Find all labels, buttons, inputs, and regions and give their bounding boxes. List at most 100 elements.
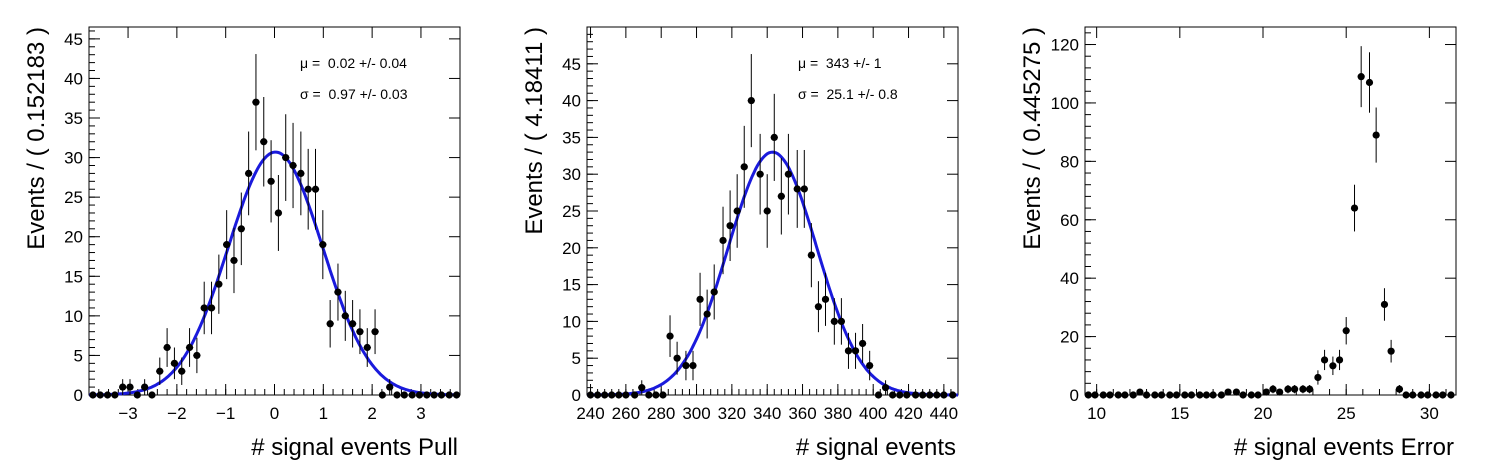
- y-tick-label: 35: [64, 109, 83, 128]
- data-marker: [89, 391, 97, 399]
- data-marker: [200, 304, 208, 312]
- x-axis-title: # signal events Error: [1234, 434, 1454, 461]
- x-tick-label: 10: [1087, 404, 1106, 423]
- data-marker: [949, 391, 957, 399]
- data-point: [415, 391, 424, 399]
- x-tick-label: 440: [930, 404, 958, 423]
- data-marker: [1239, 391, 1247, 399]
- data-point: [430, 391, 438, 399]
- data-point: [163, 328, 171, 367]
- data-point: [282, 114, 290, 201]
- data-point: [881, 380, 890, 395]
- data-point: [1329, 356, 1337, 376]
- data-marker: [793, 185, 801, 193]
- data-point: [386, 379, 394, 395]
- data-marker: [1439, 391, 1447, 399]
- data-marker: [1365, 78, 1374, 87]
- data-marker: [282, 153, 290, 162]
- data-point: [289, 122, 297, 209]
- data-marker: [178, 367, 186, 375]
- data-marker: [903, 391, 911, 399]
- y-tick-label: 5: [74, 346, 83, 365]
- y-tick-label: 80: [1060, 152, 1079, 171]
- data-point: [859, 324, 867, 363]
- data-marker: [807, 251, 815, 259]
- data-point: [1099, 391, 1107, 399]
- data-marker: [859, 339, 867, 348]
- data-marker: [726, 222, 734, 230]
- data-marker: [334, 288, 342, 296]
- data-marker: [1209, 391, 1217, 399]
- data-point: [689, 350, 697, 381]
- data-marker: [1291, 385, 1299, 393]
- data-point: [903, 391, 911, 399]
- data-marker: [1091, 391, 1099, 399]
- data-marker: [896, 391, 904, 399]
- data-marker: [1166, 391, 1174, 399]
- data-point: [770, 93, 778, 181]
- data-point: [793, 149, 801, 228]
- data-marker: [763, 207, 771, 215]
- data-marker: [437, 391, 446, 399]
- data-point: [673, 341, 681, 375]
- data-point: [400, 391, 409, 399]
- data-marker: [1254, 391, 1262, 399]
- data-point: [638, 380, 646, 395]
- data-point: [267, 140, 275, 223]
- y-tick-label: 45: [562, 55, 581, 74]
- data-marker: [821, 295, 830, 303]
- data-marker: [659, 391, 667, 399]
- data-point: [726, 190, 734, 262]
- data-marker: [452, 391, 461, 399]
- x-tick-label: 15: [1170, 404, 1189, 423]
- data-marker: [163, 343, 171, 352]
- data-marker: [193, 351, 201, 360]
- x-tick-label: 1: [319, 404, 328, 423]
- data-point: [96, 391, 104, 399]
- y-tick-label: 60: [1060, 211, 1079, 230]
- data-marker: [874, 391, 883, 399]
- data-point: [747, 54, 755, 148]
- data-point: [140, 379, 149, 395]
- data-point: [926, 391, 934, 399]
- x-tick-label: −3: [118, 404, 137, 423]
- data-point: [586, 391, 595, 399]
- data-marker: [733, 207, 741, 215]
- data-point: [615, 391, 623, 399]
- y-tick-label: 15: [64, 267, 83, 286]
- data-marker: [1305, 385, 1314, 393]
- data-marker: [230, 256, 238, 265]
- x-tick-label: 340: [753, 404, 781, 423]
- data-marker: [866, 361, 874, 370]
- data-point: [371, 309, 379, 355]
- x-tick-label: 400: [859, 404, 887, 423]
- data-marker: [682, 361, 690, 370]
- data-marker: [652, 391, 660, 399]
- data-marker: [274, 209, 283, 217]
- data-marker: [814, 303, 823, 311]
- fit-parameter-value: = 0.02 +/- 0.04: [308, 55, 407, 71]
- data-point: [170, 347, 179, 380]
- data-marker: [319, 241, 327, 249]
- data-point: [1166, 391, 1174, 399]
- data-point: [1269, 385, 1277, 394]
- data-point: [1091, 391, 1099, 399]
- data-point: [1114, 391, 1122, 399]
- data-point: [215, 254, 223, 314]
- data-marker: [1136, 388, 1144, 396]
- data-marker: [926, 391, 934, 399]
- plot-frame: [1084, 26, 1457, 396]
- data-marker: [1151, 391, 1159, 399]
- data-point: [111, 391, 119, 399]
- data-point: [452, 391, 461, 399]
- data-point: [719, 206, 727, 275]
- data-marker: [393, 391, 401, 399]
- data-point: [1129, 391, 1137, 399]
- data-marker: [267, 177, 275, 185]
- data-point: [763, 174, 771, 248]
- data-marker: [837, 317, 846, 325]
- data-marker: [1335, 356, 1344, 364]
- data-point: [1232, 388, 1240, 396]
- data-marker: [740, 163, 748, 171]
- data-marker: [1217, 391, 1226, 399]
